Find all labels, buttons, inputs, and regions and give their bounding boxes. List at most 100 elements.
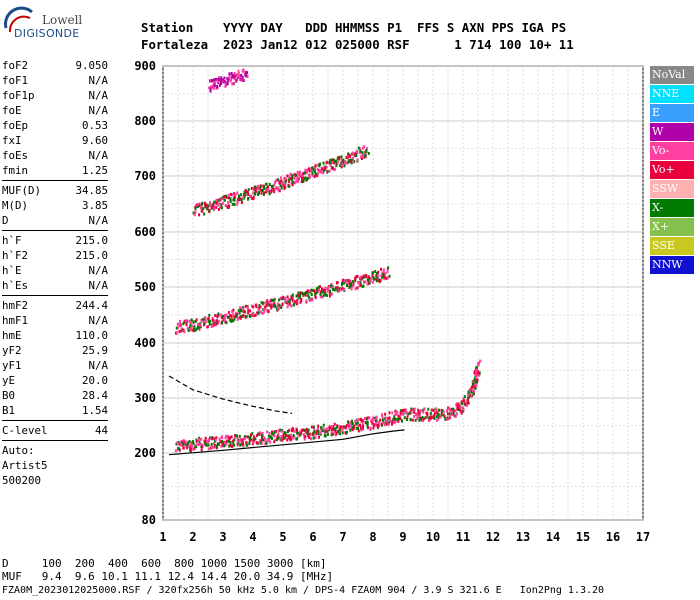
- trace-point: [303, 177, 306, 181]
- trace-point: [232, 319, 235, 323]
- trace-point: [215, 201, 218, 205]
- trace-point: [384, 275, 387, 279]
- trace-point: [213, 200, 216, 204]
- trace-point: [255, 313, 258, 316]
- trace-point: [377, 423, 380, 427]
- trace-point: [472, 392, 475, 396]
- trace-point: [320, 428, 323, 432]
- trace-point: [227, 439, 230, 443]
- trace-point: [332, 428, 335, 432]
- trace-point: [299, 429, 302, 433]
- trace-point: [227, 78, 230, 82]
- muf-distance-table: D 100 200 400 600 800 1000 1500 3000 [km…: [2, 557, 333, 583]
- trace-point: [391, 420, 394, 424]
- trace-point: [300, 431, 303, 435]
- x-tick-label: 14: [546, 530, 560, 544]
- trace-point: [355, 153, 358, 157]
- trace-point: [273, 303, 276, 307]
- trace-point: [281, 303, 284, 307]
- trace-point: [274, 430, 277, 433]
- trace-point: [250, 187, 253, 190]
- trace-point: [297, 434, 300, 438]
- trace-point: [209, 436, 211, 440]
- trace-point: [195, 445, 198, 449]
- trace-point: [359, 149, 362, 153]
- trace-point: [209, 319, 212, 323]
- trace-point: [196, 327, 199, 330]
- trace-point: [422, 408, 425, 412]
- trace-point: [329, 289, 331, 293]
- trace-point: [386, 419, 389, 423]
- trace-point: [345, 280, 348, 284]
- trace-point: [286, 295, 289, 299]
- trace-point: [239, 443, 242, 447]
- trace-point: [220, 206, 223, 210]
- trace-point: [338, 426, 341, 430]
- param-label: C-level: [2, 424, 48, 437]
- trace-point: [326, 289, 329, 293]
- trace-point: [322, 294, 325, 298]
- trace-point: [194, 328, 197, 332]
- trace-point: [186, 326, 189, 330]
- header-labels: Station YYYY DAY DDD HHMMSS P1 FFS S AXN…: [141, 20, 567, 35]
- trace-point: [224, 194, 227, 198]
- param-label: hmE: [2, 329, 22, 342]
- trace-point: [324, 434, 327, 438]
- trace-point: [208, 209, 211, 213]
- trace-point: [320, 426, 323, 430]
- trace-point: [243, 437, 246, 441]
- trace-point: [349, 279, 352, 283]
- y-tick-label: 500: [134, 280, 156, 294]
- y-tick-label: 200: [134, 446, 156, 460]
- trace-point: [205, 443, 208, 447]
- param-row: yF2 25.9: [2, 343, 108, 358]
- trace-point: [419, 409, 422, 413]
- trace-point: [240, 193, 243, 197]
- trace-point: [457, 406, 460, 410]
- trace-point: [240, 442, 243, 446]
- trace-point: [231, 82, 234, 86]
- trace-point: [223, 441, 226, 445]
- trace-point: [231, 202, 234, 206]
- trace-point: [467, 390, 470, 394]
- trace-point: [304, 429, 307, 433]
- x-tick-label: 6: [309, 530, 316, 544]
- trace-point: [213, 319, 216, 323]
- param-value: 20.0: [81, 374, 108, 387]
- trace-point: [264, 442, 267, 446]
- trace-point: [307, 294, 310, 298]
- trace-point: [292, 429, 295, 433]
- trace-point: [247, 308, 250, 312]
- trace-point: [189, 325, 191, 329]
- trace-point: [278, 303, 281, 307]
- trace-point: [244, 304, 247, 308]
- trace-point: [312, 425, 315, 429]
- param-label: yF1: [2, 359, 22, 372]
- trace-point: [362, 274, 365, 278]
- trace-point: [364, 280, 367, 284]
- param-value: 9.050: [75, 59, 108, 72]
- trace-point: [297, 171, 300, 175]
- trace-point: [206, 206, 209, 210]
- trace-point: [314, 293, 317, 297]
- trace-point: [277, 306, 280, 310]
- y-tick-label: 80: [142, 513, 156, 527]
- trace-point: [402, 408, 405, 412]
- trace-point: [321, 287, 323, 291]
- trace-point: [362, 153, 365, 157]
- trace-point: [448, 412, 451, 416]
- param-value: 1.25: [81, 164, 108, 177]
- param-row: foEp 0.53: [2, 118, 108, 133]
- trace-point: [322, 161, 325, 165]
- trace-point: [365, 147, 368, 151]
- param-row: B0 28.4: [2, 388, 108, 403]
- trace-point: [236, 200, 239, 204]
- trace-point: [399, 413, 402, 417]
- trace-point: [229, 79, 232, 83]
- trace-point: [478, 361, 480, 365]
- trace-point: [280, 435, 283, 438]
- trace-point: [302, 171, 305, 175]
- trace-point: [304, 435, 307, 439]
- trace-point: [230, 315, 233, 319]
- trace-point: [366, 278, 369, 282]
